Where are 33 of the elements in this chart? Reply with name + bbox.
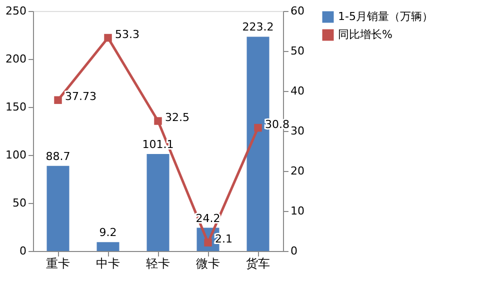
y-tick-label: 250 [6,4,26,18]
x-tick-label: 中卡 [96,256,120,270]
y-tick-label: 100 [6,148,26,162]
x-tick-label: 微卡 [196,256,220,270]
point [154,117,162,125]
y2-tick-label: 10 [290,204,304,218]
data-label: 223.2 [242,20,274,34]
y2-tick-label: 20 [290,164,304,178]
y-tick-label: 50 [12,196,26,210]
x-tick-label: 轻卡 [146,256,170,270]
x-tick-label: 重卡 [46,256,70,270]
point [54,96,62,104]
y2-tick-label: 30 [290,124,304,138]
data-label: 53.3 [115,28,140,41]
y-tick-label: 150 [6,100,26,114]
data-label: 88.7 [46,150,70,163]
legend-label: 1-5月销量（万辆） [338,10,433,23]
data-label: 9.2 [99,226,117,240]
point [254,124,262,132]
y-tick-label: 200 [6,52,26,66]
y2-tick-label: 50 [290,44,304,58]
bar [46,166,70,251]
point [104,34,112,42]
y2-tick-label: 60 [290,4,304,18]
data-label: 32.5 [165,111,190,124]
legend-label: 同比增长% [338,28,392,41]
bar [146,154,170,251]
x-tick-label: 货车 [246,256,270,270]
bar [96,242,120,251]
data-label: 37.73 [65,90,96,104]
y2-tick-label: 0 [290,244,298,258]
y2-tick-label: 40 [290,84,304,98]
y-tick-label: 0 [20,244,26,258]
